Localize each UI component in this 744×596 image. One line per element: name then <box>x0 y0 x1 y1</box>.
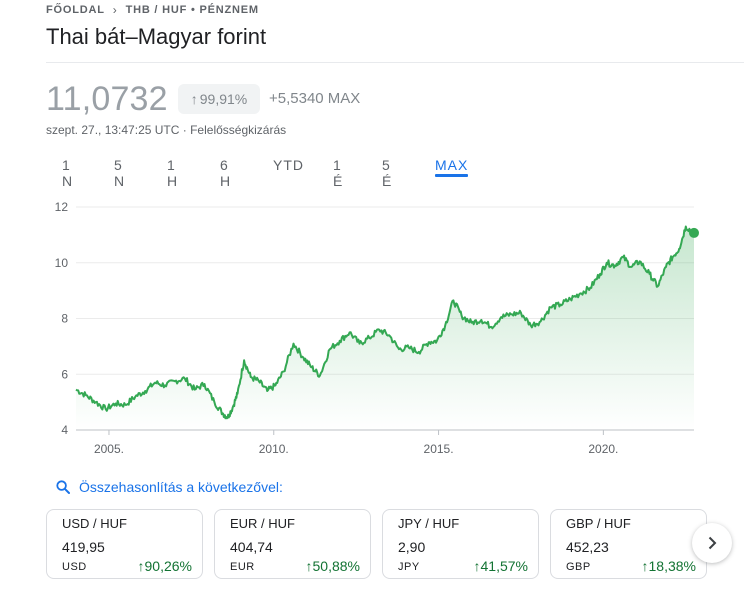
next-cards-button[interactable] <box>692 523 732 563</box>
chart-series-line <box>75 225 695 420</box>
card-code: USD <box>62 561 87 573</box>
percent-change-value: 99,91% <box>199 91 248 107</box>
card-pair: GBP / HUF <box>566 516 631 531</box>
y-tick-label: 8 <box>61 312 68 326</box>
y-tick-label: 10 <box>55 256 69 270</box>
x-tick-label: 2015. <box>424 442 454 456</box>
x-tick-label: 2010. <box>259 442 289 456</box>
chevron-right-icon: › <box>112 3 118 17</box>
arrow-up-icon: ↑ <box>137 558 145 574</box>
percent-change-badge: ↑ 99,91% <box>178 84 260 114</box>
card-change: ↑90,26% <box>138 558 192 574</box>
card-change-value: 90,26% <box>144 558 192 574</box>
card-code: EUR <box>230 561 255 573</box>
y-tick-label: 12 <box>55 200 69 214</box>
compare-label: Összehasonlítás a következővel: <box>79 479 283 495</box>
x-tick-label: 2020. <box>588 442 618 456</box>
price-chart[interactable]: 4 6 8 10 12 2005. 2010. 2015. 2020. <box>0 190 744 465</box>
disclaimer-link[interactable]: Felelősségkizárás <box>190 123 287 137</box>
y-tick-label: 6 <box>61 367 68 381</box>
page-title: Thai bát–Magyar forint <box>46 24 267 49</box>
card-value: 419,95 <box>62 539 105 555</box>
tab-6h[interactable]: 6 H <box>220 157 232 189</box>
arrow-up-icon: ↑ <box>641 558 649 574</box>
card-change: ↑18,38% <box>642 558 696 574</box>
card-code: GBP <box>566 561 591 573</box>
search-icon <box>56 480 70 494</box>
x-tick-label: 2005. <box>94 442 124 456</box>
compare-card-eur[interactable]: EUR / HUF 404,74 EUR ↑50,88% <box>214 509 371 579</box>
meta-separator: · <box>182 123 187 137</box>
card-pair: EUR / HUF <box>230 516 295 531</box>
card-value: 404,74 <box>230 539 273 555</box>
compare-card-gbp[interactable]: GBP / HUF 452,23 GBP ↑18,38% <box>550 509 707 579</box>
card-code: JPY <box>398 561 420 573</box>
tab-5n[interactable]: 5 N <box>114 157 126 189</box>
breadcrumb-home[interactable]: FŐOLDAL <box>46 4 105 16</box>
arrow-up-icon: ↑ <box>190 91 198 107</box>
card-change: ↑50,88% <box>306 558 360 574</box>
chart-area-fill <box>76 226 694 430</box>
tab-1h[interactable]: 1 H <box>167 157 179 189</box>
arrow-up-icon: ↑ <box>305 558 313 574</box>
tab-1n[interactable]: 1 N <box>62 157 74 189</box>
card-change-value: 18,38% <box>648 558 696 574</box>
card-pair: JPY / HUF <box>398 516 460 531</box>
current-price: 11,0732 <box>46 80 168 118</box>
compare-card-usd[interactable]: USD / HUF 419,95 USD ↑90,26% <box>46 509 203 579</box>
card-change-value: 50,88% <box>312 558 360 574</box>
card-pair: USD / HUF <box>62 516 127 531</box>
tab-max[interactable]: MAX <box>435 157 469 177</box>
chevron-right-icon <box>708 536 717 550</box>
divider <box>46 62 744 63</box>
compare-card-jpy[interactable]: JPY / HUF 2,90 JPY ↑41,57% <box>382 509 539 579</box>
breadcrumb: FŐOLDAL › THB / HUF • PÉNZNEM <box>46 3 259 17</box>
compare-link[interactable]: Összehasonlítás a következővel: <box>56 479 283 495</box>
quote-timestamp: szept. 27., 13:47:25 UTC <box>46 123 180 137</box>
quote-meta: szept. 27., 13:47:25 UTC · Felelősségkiz… <box>46 123 286 137</box>
absolute-change: +5,5340 MAX <box>269 90 361 107</box>
arrow-up-icon: ↑ <box>473 558 481 574</box>
y-tick-label: 4 <box>61 423 68 437</box>
card-change: ↑41,57% <box>474 558 528 574</box>
tab-5e[interactable]: 5 É <box>382 157 393 189</box>
card-value: 452,23 <box>566 539 609 555</box>
tab-ytd[interactable]: YTD <box>273 157 304 173</box>
card-value: 2,90 <box>398 539 426 555</box>
tab-1e[interactable]: 1 É <box>333 157 344 189</box>
breadcrumb-current: THB / HUF • PÉNZNEM <box>125 4 259 16</box>
chart-current-point <box>689 227 699 238</box>
card-change-value: 41,57% <box>480 558 528 574</box>
